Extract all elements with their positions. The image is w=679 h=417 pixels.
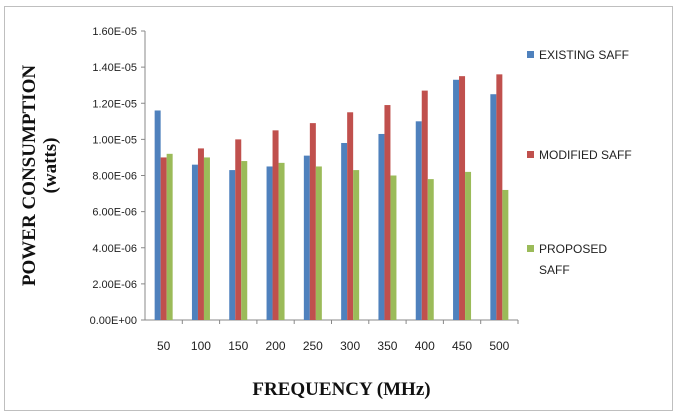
bar: [421, 90, 428, 320]
x-tick-label: 200: [266, 339, 286, 353]
x-tick-label: 250: [303, 339, 323, 353]
bar: [315, 166, 322, 320]
bar: [203, 157, 210, 320]
legend-label: MODIFIED SAFF: [539, 148, 632, 162]
legend-swatch: [527, 151, 534, 158]
legend-label: EXISTING SAFF: [539, 48, 629, 62]
bar: [459, 76, 466, 320]
bar: [272, 130, 279, 320]
bar: [341, 142, 348, 320]
bar-chart: 0.00E+00 2.00E-06 4.00E-06 6.00E-06 8.00E-06…: [19, 26, 632, 400]
bar: [266, 166, 273, 320]
y-tick-label: 8.00E-06: [92, 171, 137, 183]
bar: [378, 133, 385, 320]
y-tick-label: 0.00E+00: [90, 315, 137, 327]
y-tick-label: 1.00E-05: [92, 134, 137, 146]
legend-label: PROPOSED: [539, 242, 607, 256]
bar: [353, 170, 360, 320]
bar: [166, 153, 173, 320]
bar: [427, 179, 434, 320]
bar: [241, 161, 248, 320]
x-tick-label: 50: [157, 339, 171, 353]
bar: [390, 175, 397, 320]
y-tick-label: 4.00E-06: [92, 243, 137, 255]
bar: [496, 74, 503, 320]
bar: [229, 170, 236, 320]
y-tick-label: 1.20E-05: [92, 98, 137, 110]
y-tick-label: 1.60E-05: [92, 26, 137, 38]
bar: [278, 162, 285, 320]
y-axis-title-line2: (watts): [40, 138, 61, 194]
x-tick-label: 450: [452, 339, 472, 353]
y-tick-label: 2.00E-06: [92, 279, 137, 291]
y-axis-title: POWER CONSUMPTION (watts): [19, 65, 61, 286]
x-tick-label: 300: [340, 339, 360, 353]
legend-swatch: [527, 51, 534, 58]
bar: [154, 110, 161, 320]
bar: [415, 121, 422, 320]
bar: [303, 155, 310, 320]
bars: [154, 74, 509, 321]
legend: EXISTING SAFF MODIFIED SAFF PROPOSED SAFF: [527, 48, 632, 277]
y-tick-label: 1.40E-05: [92, 62, 137, 74]
bar: [453, 79, 460, 320]
bar: [197, 148, 204, 320]
x-tick-label: 150: [228, 339, 248, 353]
bar: [235, 139, 242, 320]
x-tick-label: 500: [489, 339, 509, 353]
bar: [384, 105, 391, 321]
x-tick-labels: 50 100 150 200 250 300 350 400 450 500: [157, 320, 519, 353]
legend-swatch: [527, 245, 534, 252]
bar: [465, 171, 472, 320]
bar: [490, 94, 497, 320]
x-tick-label: 400: [415, 339, 435, 353]
bar: [502, 189, 509, 320]
y-axis-title-line1: POWER CONSUMPTION: [19, 65, 40, 286]
bar: [191, 164, 198, 320]
x-axis-title: FREQUENCY (MHz): [252, 379, 430, 400]
y-tick-labels: 0.00E+00 2.00E-06 4.00E-06 6.00E-06 8.00E-06…: [90, 26, 145, 327]
legend-label: SAFF: [539, 263, 570, 277]
bar: [309, 123, 316, 321]
x-tick-label: 350: [377, 339, 397, 353]
bar: [347, 112, 354, 320]
chart-frame: 0.00E+00 2.00E-06 4.00E-06 6.00E-06 8.00E-06…: [4, 6, 673, 411]
bar: [160, 157, 167, 320]
x-tick-label: 100: [191, 339, 211, 353]
y-tick-label: 6.00E-06: [92, 207, 137, 219]
